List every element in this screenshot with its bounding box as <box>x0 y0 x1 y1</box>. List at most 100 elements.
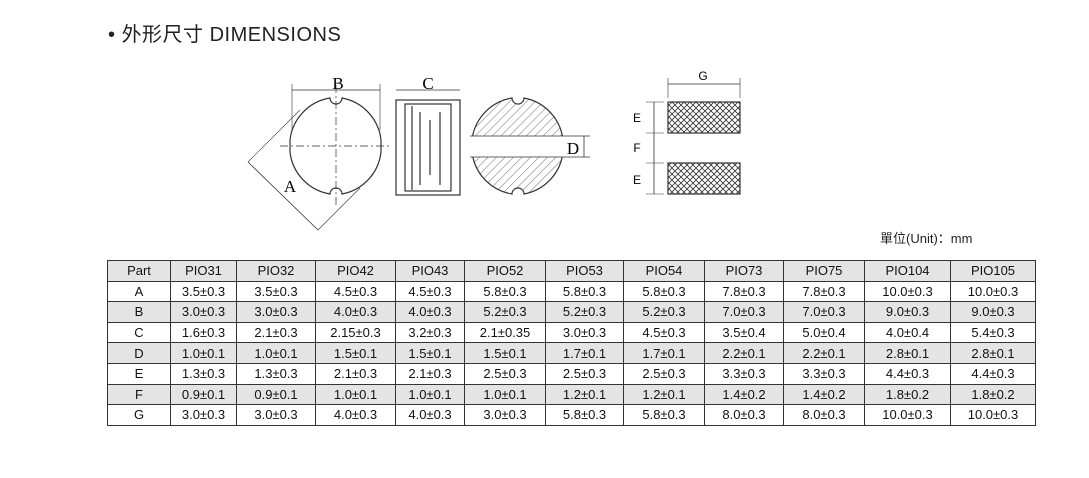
table-cell: 3.2±0.3 <box>395 321 465 344</box>
dim-label: E <box>633 111 641 125</box>
table-cell: B <box>107 301 171 323</box>
table-cell: 1.0±0.1 <box>395 383 465 406</box>
table-cell: 5.8±0.3 <box>623 280 705 303</box>
table-cell: 2.5±0.3 <box>545 362 624 385</box>
table-cell: 10.0±0.3 <box>950 280 1036 303</box>
table-cell: 3.3±0.3 <box>704 362 784 385</box>
table-cell: 1.3±0.3 <box>236 362 316 385</box>
table-cell: G <box>107 404 171 426</box>
table-cell: 4.0±0.3 <box>395 301 465 323</box>
table-cell: 1.7±0.1 <box>545 342 624 364</box>
table-cell: 4.5±0.3 <box>315 280 396 303</box>
dim-label: D <box>567 139 579 158</box>
table-cell: 1.7±0.1 <box>623 342 705 364</box>
table-cell: 4.0±0.3 <box>395 404 465 426</box>
table-cell: 3.3±0.3 <box>783 362 865 385</box>
table-cell: 9.0±0.3 <box>864 301 951 323</box>
table-cell: 2.1±0.3 <box>236 321 316 344</box>
table-cell: PIO73 <box>704 260 784 282</box>
table-cell: 5.4±0.3 <box>950 321 1036 344</box>
table-cell: 1.5±0.1 <box>395 342 465 364</box>
table-cell: 2.1±0.35 <box>464 321 546 344</box>
table-cell: 4.4±0.3 <box>950 362 1036 385</box>
table-cell: 9.0±0.3 <box>950 301 1036 323</box>
table-cell: 5.0±0.4 <box>783 321 865 344</box>
table-cell: 1.3±0.3 <box>170 362 237 385</box>
table-cell: 2.15±0.3 <box>315 321 396 344</box>
table-cell: 4.5±0.3 <box>623 321 705 344</box>
table-cell: 5.2±0.3 <box>464 301 546 323</box>
table-row: F 0.9±0.1 0.9±0.1 1.0±0.1 1.0±0.1 1.0±0.1 1.2±… <box>107 383 1036 406</box>
table-cell: 8.0±0.3 <box>783 404 865 426</box>
table-cell: 1.0±0.1 <box>464 383 546 406</box>
table-cell: 3.0±0.3 <box>545 321 624 344</box>
table-cell: 2.5±0.3 <box>623 362 705 385</box>
table-cell: 2.5±0.3 <box>464 362 546 385</box>
table-row: D 1.0±0.1 1.0±0.1 1.5±0.1 1.5±0.1 1.5±0.1 1.7±… <box>107 342 1036 364</box>
table-cell: 5.2±0.3 <box>623 301 705 323</box>
dim-label: G <box>698 69 707 83</box>
dim-label: A <box>284 177 297 196</box>
table-cell: PIO52 <box>464 260 546 282</box>
table-cell: 4.5±0.3 <box>395 280 465 303</box>
table-row: A 3.5±0.3 3.5±0.3 4.5±0.3 4.5±0.3 5.8±0.3 5.8±… <box>107 280 1036 303</box>
table-cell: 2.1±0.3 <box>315 362 396 385</box>
table-cell: 1.5±0.1 <box>315 342 396 364</box>
table-row: B 3.0±0.3 3.0±0.3 4.0±0.3 4.0±0.3 5.2±0.3 5.2±… <box>107 301 1036 323</box>
table-cell: 10.0±0.3 <box>864 404 951 426</box>
table-cell: 4.0±0.3 <box>315 301 396 323</box>
diagram: B C A D G E F E <box>247 69 741 231</box>
table-cell: 3.5±0.4 <box>704 321 784 344</box>
table-cell: 2.2±0.1 <box>783 342 865 364</box>
table-cell: PIO43 <box>395 260 465 282</box>
table-cell: D <box>107 342 171 364</box>
dim-label: B <box>332 74 343 93</box>
table-row: E 1.3±0.3 1.3±0.3 2.1±0.3 2.1±0.3 2.5±0.3 2.5±… <box>107 362 1036 385</box>
table-cell: 4.4±0.3 <box>864 362 951 385</box>
unit-note: 單位(Unit)：mm <box>880 231 973 246</box>
table-cell: 1.0±0.1 <box>170 342 237 364</box>
table-cell: 1.6±0.3 <box>170 321 237 344</box>
table-cell: 7.8±0.3 <box>783 280 865 303</box>
table-cell: 7.8±0.3 <box>704 280 784 303</box>
table-cell: 1.0±0.1 <box>315 383 396 406</box>
dimension-table: Part PIO31 PIO32 PIO42 PIO43 PIO52 PIO53 PIO54 P… <box>107 260 1036 426</box>
table-cell: 7.0±0.3 <box>704 301 784 323</box>
table-cell: PIO104 <box>864 260 951 282</box>
title: 外形尺寸 DIMENSIONS <box>108 18 341 47</box>
table-cell: 2.1±0.3 <box>395 362 465 385</box>
table-cell: PIO54 <box>623 260 705 282</box>
table-cell: 5.2±0.3 <box>545 301 624 323</box>
table-cell: 5.8±0.3 <box>545 280 624 303</box>
table-cell: 3.0±0.3 <box>170 404 237 426</box>
table-cell: PIO75 <box>783 260 865 282</box>
table-cell: 2.8±0.1 <box>950 342 1036 364</box>
dim-label: E <box>633 173 641 187</box>
table-cell: 2.8±0.1 <box>864 342 951 364</box>
dim-label: F <box>633 141 640 155</box>
table-row: Part PIO31 PIO32 PIO42 PIO43 PIO52 PIO53 PIO54 P… <box>107 260 1036 282</box>
table-cell: 4.0±0.3 <box>315 404 396 426</box>
table-cell: 1.8±0.2 <box>950 383 1036 406</box>
table-cell: 1.4±0.2 <box>704 383 784 406</box>
table-cell: C <box>107 321 171 344</box>
table-cell: PIO31 <box>170 260 237 282</box>
table-cell: 4.0±0.4 <box>864 321 951 344</box>
dim-label: C <box>422 74 433 93</box>
table-cell: 3.0±0.3 <box>236 301 316 323</box>
table-cell: 0.9±0.1 <box>170 383 237 406</box>
table-cell: PIO105 <box>950 260 1036 282</box>
table-cell: E <box>107 362 171 385</box>
table-cell: PIO42 <box>315 260 396 282</box>
table-cell: 10.0±0.3 <box>950 404 1036 426</box>
table-cell: 3.0±0.3 <box>236 404 316 426</box>
table-cell: 3.0±0.3 <box>464 404 546 426</box>
table-cell: 1.4±0.2 <box>783 383 865 406</box>
table-cell: 7.0±0.3 <box>783 301 865 323</box>
table-cell: 2.2±0.1 <box>704 342 784 364</box>
table-cell: 5.8±0.3 <box>623 404 705 426</box>
table-cell: 5.8±0.3 <box>545 404 624 426</box>
table-row: C 1.6±0.3 2.1±0.3 2.15±0.3 3.2±0.3 2.1±0.35 3.… <box>107 321 1036 344</box>
table-cell: 3.5±0.3 <box>236 280 316 303</box>
